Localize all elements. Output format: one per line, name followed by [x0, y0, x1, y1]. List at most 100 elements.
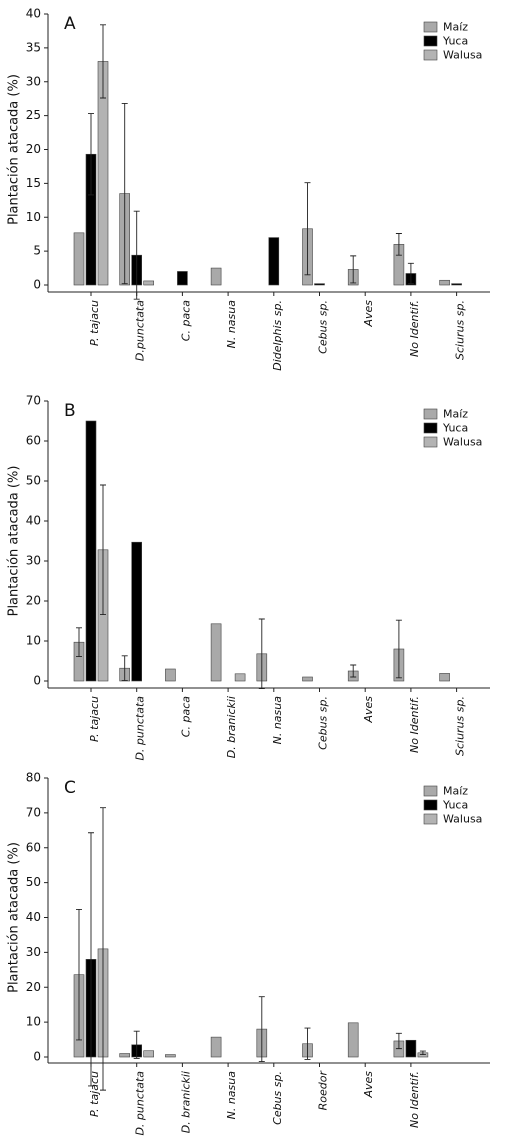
x-tick-label: P. tajacu — [88, 300, 101, 346]
bar — [451, 283, 462, 286]
x-tick-label: Roedor — [317, 1070, 330, 1111]
x-tick-label: D. branickii — [179, 1071, 192, 1133]
error-bar — [121, 655, 128, 682]
x-tick-label: No Identif. — [408, 300, 421, 357]
y-axis-label: Plantación atacada (%) — [7, 466, 22, 617]
x-tick-label: Didelphis sp. — [271, 300, 284, 371]
x-tick-label: D.punctata — [134, 300, 147, 361]
x-tick-label: No Identif. — [408, 696, 421, 753]
y-tick-label: 20 — [26, 594, 41, 608]
x-tick-label: D. punctata — [134, 1071, 147, 1136]
legend-swatch — [423, 785, 438, 797]
y-tick-label: 0 — [33, 278, 41, 292]
error-bar — [76, 627, 82, 658]
bar — [131, 541, 142, 682]
y-tick-label: 10 — [26, 1015, 41, 1029]
error-bar — [407, 262, 414, 285]
y-axis-label: Plantación atacada (%) — [7, 74, 22, 225]
legend-swatch — [423, 21, 438, 33]
legend-swatch — [423, 799, 438, 811]
x-tick-label: D. branickii — [225, 696, 238, 758]
y-tick-label: 0 — [33, 1050, 41, 1064]
x-tick-label: Aves — [362, 1071, 375, 1099]
bar — [439, 673, 450, 682]
y-tick-label: 25 — [26, 108, 41, 122]
y-tick-label: 60 — [26, 840, 41, 854]
y-tick-label: 10 — [26, 210, 41, 224]
legend-swatch — [423, 813, 438, 825]
bar — [119, 1053, 130, 1058]
y-tick-label: 35 — [26, 40, 41, 54]
y-tick-label: 70 — [26, 394, 41, 408]
y-tick-label: 0 — [33, 674, 41, 688]
error-bar — [88, 832, 94, 1087]
y-tick-label: 70 — [26, 805, 41, 819]
x-tick-label: Aves — [362, 300, 375, 328]
y-tick-label: 20 — [26, 142, 41, 156]
legend-swatch — [423, 422, 438, 434]
x-tick-label: Sciurus sp. — [454, 696, 467, 756]
x-tick-label: Cebus sp. — [271, 1071, 284, 1125]
y-tick-label: 50 — [26, 474, 41, 488]
legend-label: Yuca — [442, 799, 468, 812]
bar — [234, 673, 246, 682]
error-bar — [100, 24, 106, 99]
panel-label: C — [64, 778, 76, 798]
legend-label: Walusa — [443, 813, 482, 826]
y-tick-label: 60 — [26, 434, 41, 448]
bar — [177, 271, 188, 286]
bar — [73, 232, 85, 286]
legend-label: Maíz — [443, 785, 468, 798]
bar — [210, 623, 222, 682]
legend-label: Maíz — [443, 408, 468, 421]
bar — [302, 676, 313, 682]
x-tick-label: Aves — [362, 696, 375, 724]
error-bar — [76, 909, 82, 1041]
error-bar — [100, 484, 106, 616]
y-tick-label: 20 — [26, 980, 41, 994]
bar — [314, 283, 325, 286]
legend-swatch — [423, 35, 438, 47]
error-bar — [100, 807, 106, 1091]
error-bar — [350, 255, 357, 284]
legend-swatch — [423, 436, 438, 448]
y-tick-label: 30 — [26, 945, 41, 959]
bar — [347, 1022, 359, 1058]
bar — [165, 1054, 176, 1058]
y-axis-label: Plantación atacada (%) — [7, 842, 22, 993]
error-bar — [258, 618, 265, 690]
error-bar — [395, 233, 402, 256]
error-bar — [304, 182, 311, 276]
bar — [85, 420, 97, 682]
x-tick-label: Cebus sp. — [317, 696, 330, 750]
error-bar — [133, 210, 140, 300]
bar — [268, 237, 280, 286]
error-bar — [419, 1050, 426, 1056]
bar — [143, 1050, 154, 1058]
legend-label: Walusa — [443, 49, 482, 62]
error-bar — [395, 1032, 402, 1050]
x-tick-label: C. paca — [179, 696, 192, 737]
y-tick-label: 30 — [26, 554, 41, 568]
error-bar — [133, 1030, 140, 1059]
error-bar — [350, 664, 357, 678]
legend-label: Yuca — [442, 422, 468, 435]
y-tick-label: 40 — [26, 910, 41, 924]
bar — [210, 1036, 222, 1058]
x-tick-label: D. punctata — [134, 696, 147, 761]
bar — [405, 1039, 417, 1058]
y-tick-label: 30 — [26, 74, 41, 88]
error-bar — [88, 113, 94, 196]
panel-label: A — [64, 14, 76, 34]
legend-label: Maíz — [443, 21, 468, 34]
y-tick-label: 5 — [33, 244, 41, 258]
legend-label: Yuca — [442, 35, 468, 48]
x-tick-label: N. nasua — [225, 1071, 238, 1120]
y-tick-label: 10 — [26, 634, 41, 648]
legend-label: Walusa — [443, 436, 482, 449]
error-bar — [395, 619, 402, 679]
legend-swatch — [423, 408, 438, 420]
error-bar — [121, 102, 128, 285]
